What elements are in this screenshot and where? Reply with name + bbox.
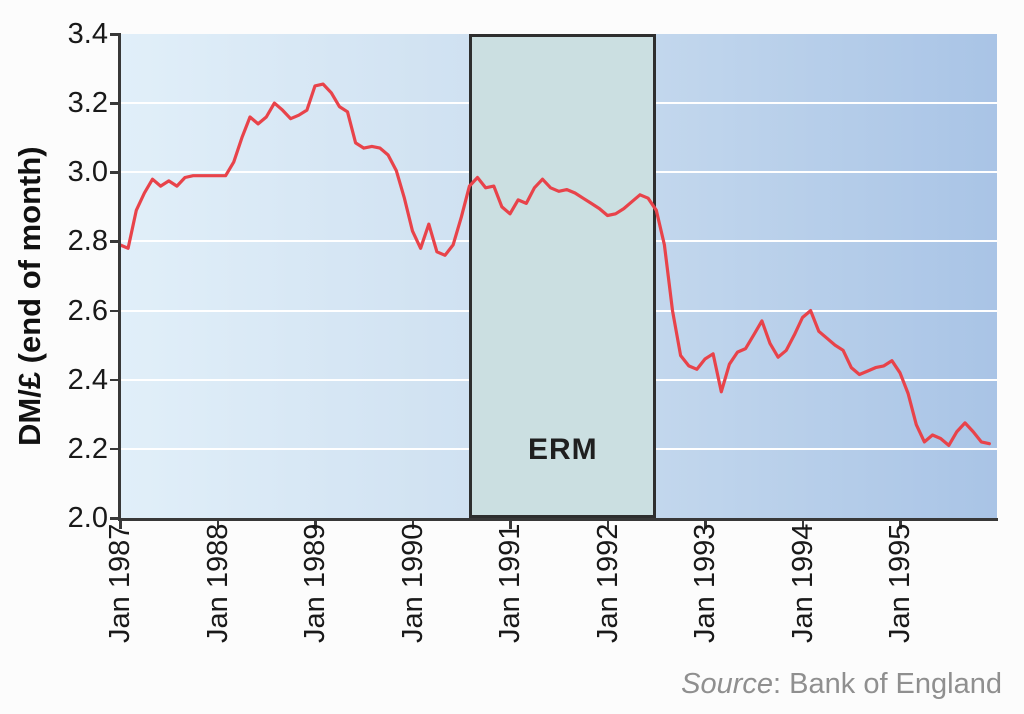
annotation-layer: ERM bbox=[120, 34, 997, 518]
x-tick-mark bbox=[606, 521, 609, 529]
y-tick-label: 3.4 bbox=[67, 18, 108, 50]
x-tick-label: Jan 1990 bbox=[396, 523, 429, 643]
dm-per-pound-line bbox=[118, 82, 992, 447]
x-tick-label: Jan 1987 bbox=[104, 523, 136, 643]
y-tick-label: 2.2 bbox=[67, 432, 108, 465]
x-tick-mark bbox=[899, 521, 902, 529]
y-tick-mark bbox=[110, 102, 119, 105]
x-tick-mark bbox=[411, 521, 414, 529]
erm-region-highlight: ERM bbox=[469, 34, 657, 518]
x-tick-label: Jan 1991 bbox=[494, 523, 526, 643]
x-tick-label: Jan 1993 bbox=[689, 523, 721, 643]
x-tick-mark bbox=[314, 521, 317, 529]
x-tick-mark bbox=[119, 521, 122, 529]
x-tick-mark bbox=[216, 521, 219, 529]
erm-region-label: ERM bbox=[527, 433, 598, 466]
y-tick-label: 3.0 bbox=[67, 156, 108, 189]
y-tick-mark bbox=[110, 240, 119, 243]
line-series-path bbox=[118, 82, 992, 447]
source-credit: Source: Bank of England bbox=[681, 668, 1002, 701]
y-tick-mark bbox=[110, 33, 119, 36]
x-tick-mark bbox=[704, 521, 707, 529]
source-text: : Bank of England bbox=[773, 668, 1002, 700]
y-tick-mark bbox=[110, 447, 119, 451]
x-tick-label: Jan 1988 bbox=[201, 523, 234, 643]
y-axis-line bbox=[118, 33, 121, 520]
x-tick-mark bbox=[509, 521, 512, 529]
y-tick-label: 2.6 bbox=[67, 294, 108, 327]
y-tick-mark bbox=[110, 517, 119, 520]
x-tick-label: Jan 1995 bbox=[884, 523, 916, 643]
y-tick-mark bbox=[110, 171, 119, 174]
x-tick-label: Jan 1992 bbox=[591, 523, 624, 643]
y-tick-label: 2.0 bbox=[67, 502, 108, 534]
x-axis-line bbox=[118, 518, 998, 521]
y-tick-label: 2.4 bbox=[67, 363, 108, 396]
plot-area: ERM bbox=[118, 34, 997, 518]
source-word: Source bbox=[681, 668, 774, 700]
y-tick-mark bbox=[110, 378, 119, 382]
x-tick-mark bbox=[801, 521, 804, 529]
y-tick-label: 3.2 bbox=[67, 87, 108, 120]
x-tick-label: Jan 1989 bbox=[299, 523, 331, 643]
y-tick-mark bbox=[110, 309, 119, 313]
x-tick-label: Jan 1994 bbox=[786, 523, 819, 643]
y-tick-label: 2.8 bbox=[67, 225, 108, 258]
